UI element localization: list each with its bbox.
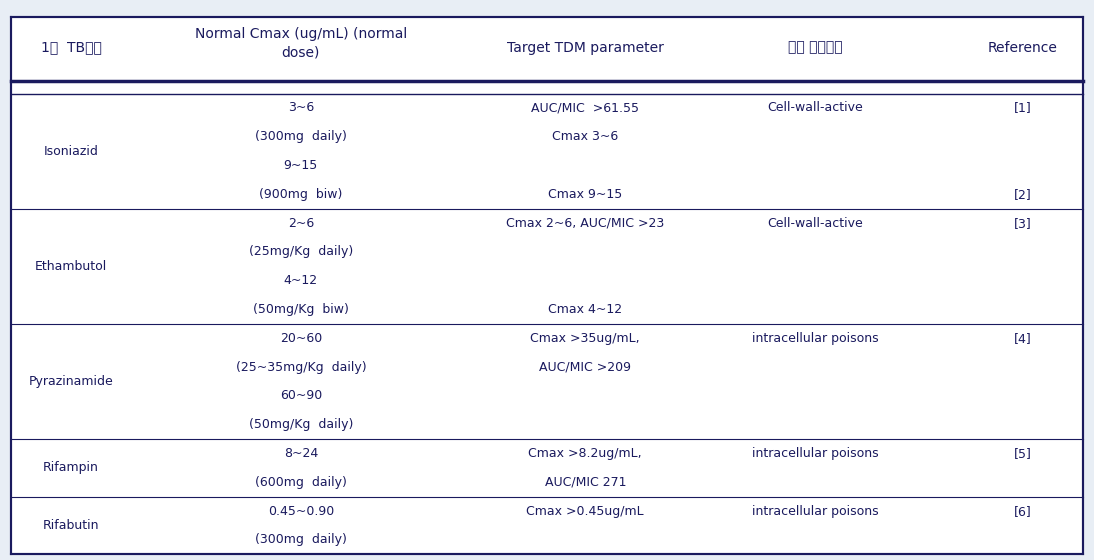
Text: [4]: [4] [1014,332,1032,345]
Text: Cell-wall-active: Cell-wall-active [767,217,863,230]
Text: AUC/MIC >209: AUC/MIC >209 [539,361,631,374]
Text: (50mg/Kg  daily): (50mg/Kg daily) [248,418,353,431]
Text: Isoniazid: Isoniazid [44,144,98,157]
Text: Reference: Reference [988,41,1058,55]
Text: intracellular poisons: intracellular poisons [752,505,878,517]
Text: 9~15: 9~15 [283,159,318,172]
Text: 1차  TB약물: 1차 TB약물 [40,41,102,55]
Text: [3]: [3] [1014,217,1032,230]
Text: 작용 메커니즘: 작용 메커니즘 [788,41,842,55]
Text: intracellular poisons: intracellular poisons [752,332,878,345]
Text: (25mg/Kg  daily): (25mg/Kg daily) [248,245,353,259]
Text: Cmax 9~15: Cmax 9~15 [548,188,622,201]
Text: Rifabutin: Rifabutin [43,519,100,532]
Text: 8~24: 8~24 [283,447,318,460]
Text: Pyrazinamide: Pyrazinamide [28,375,114,388]
Text: Cell-wall-active: Cell-wall-active [767,101,863,114]
Text: 2~6: 2~6 [288,217,314,230]
Text: (25~35mg/Kg  daily): (25~35mg/Kg daily) [235,361,366,374]
Text: Cmax >8.2ug/mL,: Cmax >8.2ug/mL, [528,447,642,460]
Text: Rifampin: Rifampin [43,461,100,474]
Text: 0.45~0.90: 0.45~0.90 [268,505,334,517]
Text: Cmax >35ug/mL,: Cmax >35ug/mL, [531,332,640,345]
Text: [1]: [1] [1014,101,1032,114]
Text: [5]: [5] [1014,447,1032,460]
Text: 4~12: 4~12 [283,274,318,287]
Text: (300mg  daily): (300mg daily) [255,130,347,143]
Text: intracellular poisons: intracellular poisons [752,447,878,460]
Text: AUC/MIC 271: AUC/MIC 271 [545,476,626,489]
Text: Cmax >0.45ug/mL: Cmax >0.45ug/mL [526,505,644,517]
Text: dose): dose) [281,46,321,60]
Text: Ethambutol: Ethambutol [35,260,107,273]
Text: Cmax 2~6, AUC/MIC >23: Cmax 2~6, AUC/MIC >23 [507,217,664,230]
Text: (300mg  daily): (300mg daily) [255,534,347,547]
Text: [6]: [6] [1014,505,1032,517]
Text: Cmax 4~12: Cmax 4~12 [548,303,622,316]
Text: 20~60: 20~60 [280,332,322,345]
Text: (600mg  daily): (600mg daily) [255,476,347,489]
Text: Target TDM parameter: Target TDM parameter [507,41,664,55]
Text: 60~90: 60~90 [280,389,322,403]
Text: Normal Cmax (ug/mL) (normal: Normal Cmax (ug/mL) (normal [195,27,407,41]
Text: AUC/MIC  >61.55: AUC/MIC >61.55 [532,101,639,114]
Text: [2]: [2] [1014,188,1032,201]
Text: (900mg  biw): (900mg biw) [259,188,342,201]
Text: 3~6: 3~6 [288,101,314,114]
Text: Cmax 3~6: Cmax 3~6 [552,130,618,143]
Text: (50mg/Kg  biw): (50mg/Kg biw) [253,303,349,316]
